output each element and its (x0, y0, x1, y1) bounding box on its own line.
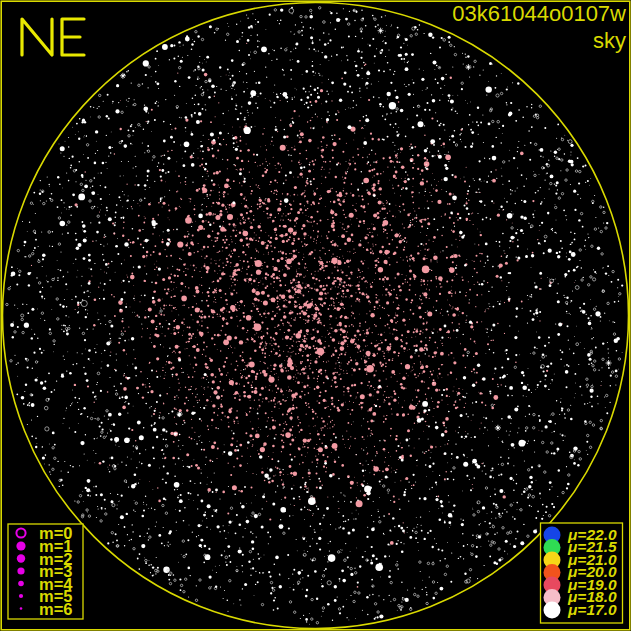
svg-text:μ=17.0: μ=17.0 (567, 601, 617, 618)
svg-text:sky: sky (593, 28, 626, 53)
svg-text:03k61044o0107w: 03k61044o0107w (452, 1, 626, 26)
svg-text:m=6: m=6 (39, 600, 72, 618)
